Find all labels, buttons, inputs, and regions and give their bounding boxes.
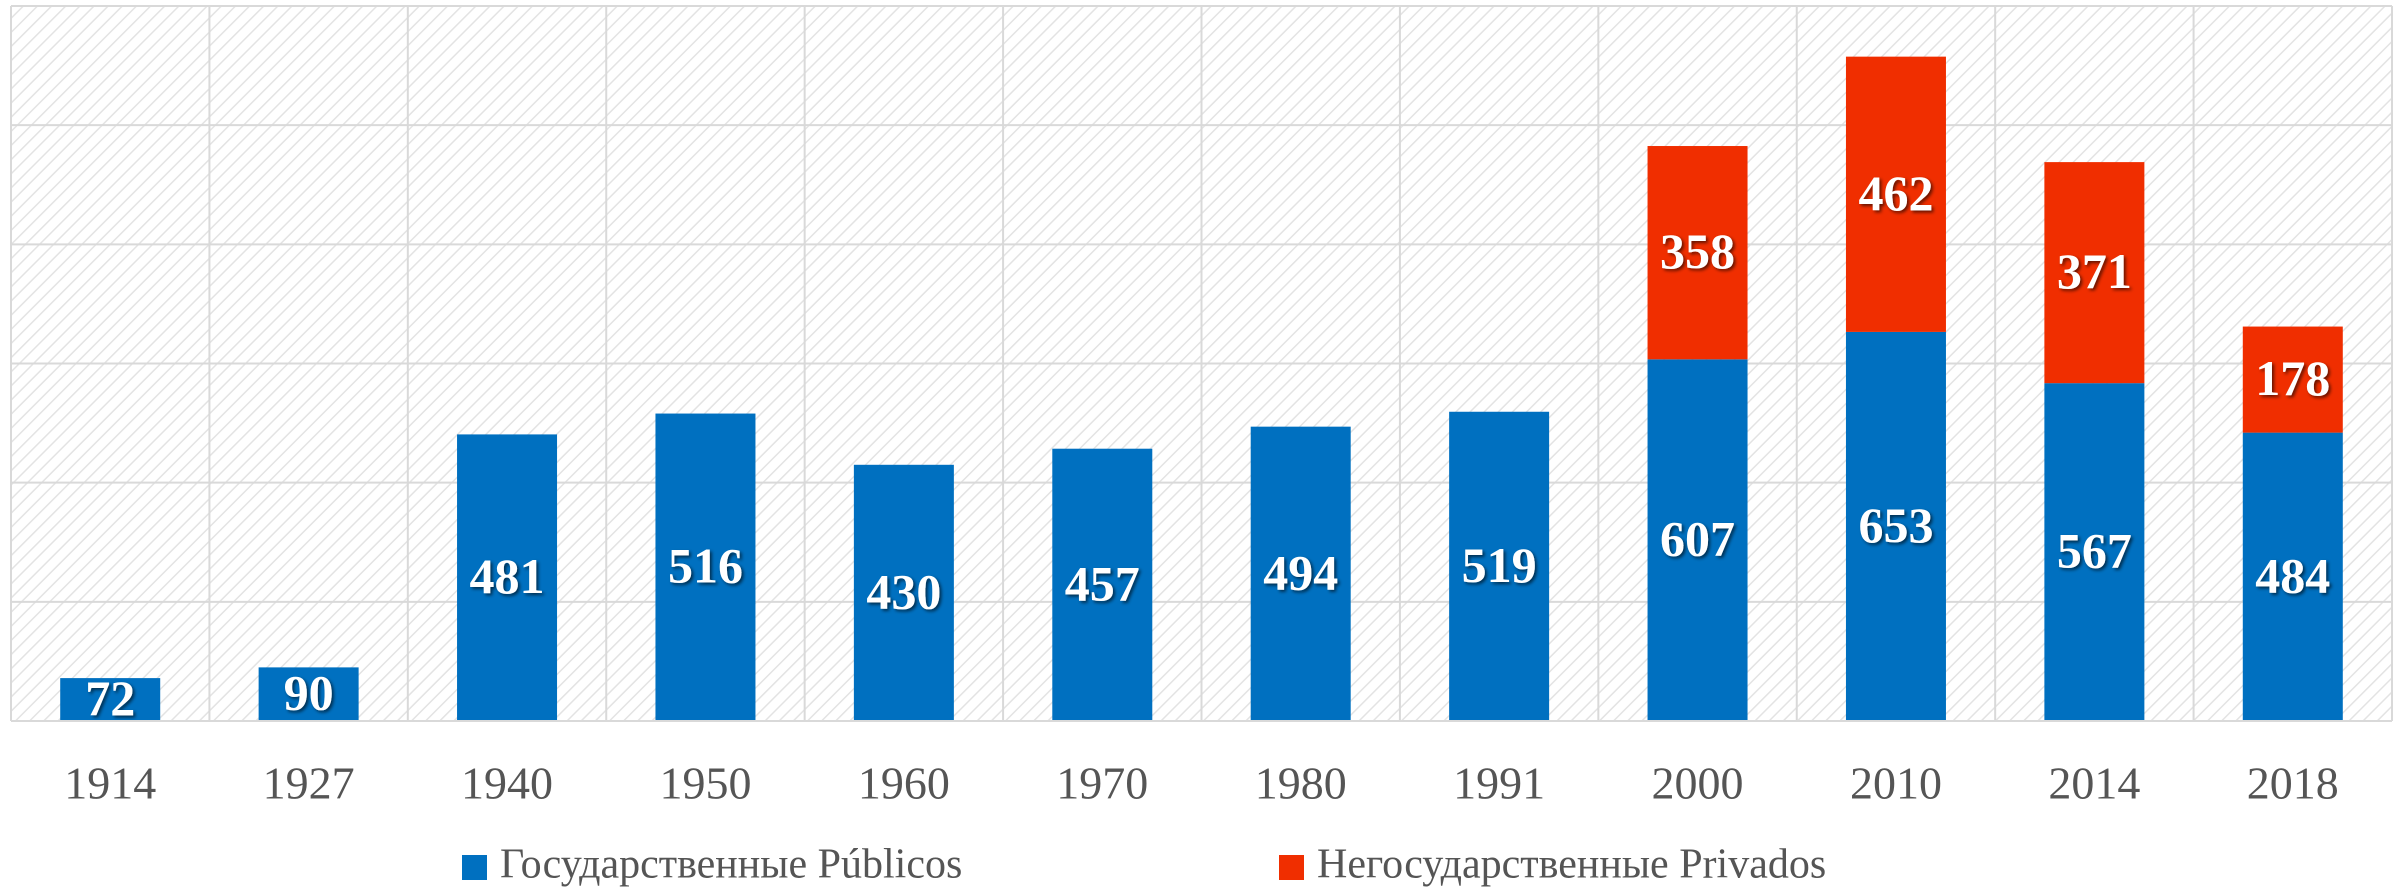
data-label: 653 — [1858, 497, 1933, 553]
x-tick-label: 1950 — [659, 758, 751, 809]
data-label: 567 — [2057, 523, 2132, 579]
data-label: 457 — [1065, 555, 1140, 611]
legend-swatch — [1279, 855, 1304, 880]
x-tick-label: 1927 — [263, 758, 355, 809]
data-label: 462 — [1858, 165, 1933, 221]
bar-segment — [258, 667, 359, 721]
data-label: 430 — [866, 563, 941, 619]
x-tick-label: 2010 — [1850, 758, 1942, 809]
data-label: 494 — [1263, 544, 1338, 600]
bar-segment — [1250, 426, 1351, 721]
bar-segment — [1647, 146, 1748, 360]
bar-segment — [2044, 383, 2145, 721]
bar-segment — [1449, 411, 1550, 721]
bar-segment — [1647, 359, 1748, 721]
bar-segment — [1845, 56, 1946, 332]
x-tick-label: 1970 — [1056, 758, 1148, 809]
data-label: 484 — [2255, 547, 2330, 603]
bar-segment — [1845, 331, 1946, 721]
bar-segment — [2044, 162, 2145, 384]
bar-segment — [60, 678, 161, 721]
data-label: 72 — [85, 670, 135, 726]
data-label: 90 — [284, 665, 334, 721]
legend-label: Государственные Públicos — [500, 842, 962, 888]
data-label: 519 — [1462, 537, 1537, 593]
bar-segment — [457, 434, 558, 721]
x-tick-label: 2018 — [2247, 758, 2339, 809]
x-tick-label: 1980 — [1255, 758, 1347, 809]
bar-segment — [2242, 326, 2343, 433]
bar-segment — [655, 413, 756, 721]
data-label: 481 — [470, 548, 545, 604]
bar-segment — [1052, 448, 1153, 721]
data-label: 516 — [668, 538, 743, 594]
x-tick-label: 2014 — [2048, 758, 2140, 809]
x-tick-label: 1914 — [64, 758, 156, 809]
bar-segment — [853, 464, 954, 721]
x-tick-label: 1960 — [858, 758, 950, 809]
data-label: 371 — [2057, 243, 2132, 299]
data-label: 178 — [2255, 350, 2330, 406]
bar-segment — [2242, 432, 2343, 721]
legend-label: Негосударственные Privados — [1317, 842, 1826, 888]
data-label: 607 — [1660, 511, 1735, 567]
legend-swatch — [462, 855, 487, 880]
x-tick-label: 2000 — [1652, 758, 1744, 809]
data-label: 358 — [1660, 223, 1735, 279]
x-tick-label: 1940 — [461, 758, 553, 809]
x-tick-label: 1991 — [1453, 758, 1545, 809]
